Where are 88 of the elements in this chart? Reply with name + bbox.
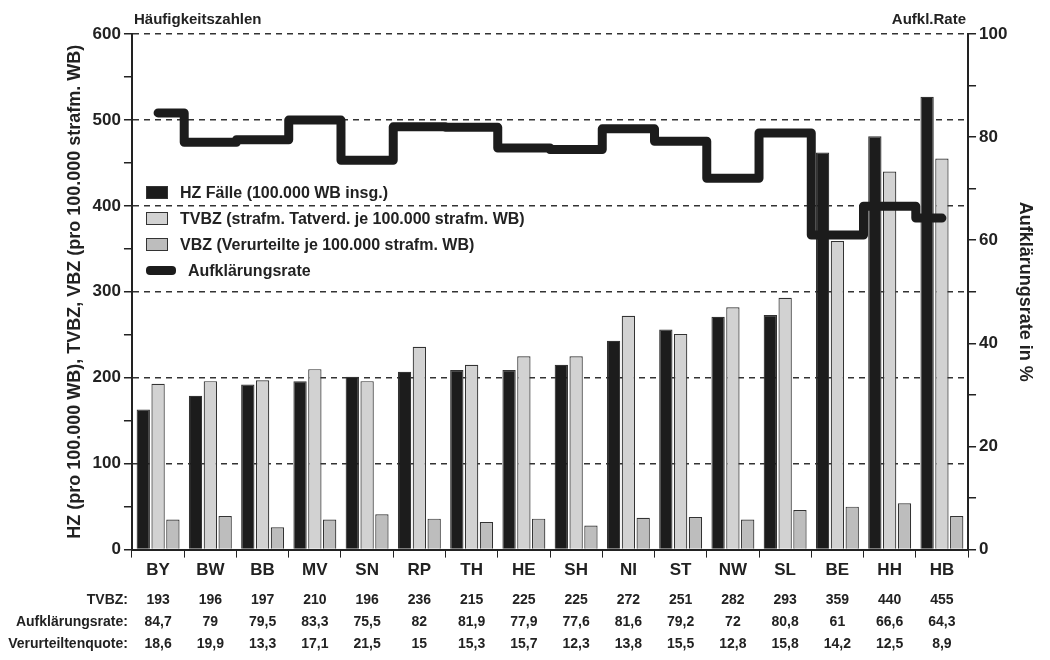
data-label: 64,3 <box>928 612 956 629</box>
x-tick-label: RP <box>407 560 432 580</box>
text: Aufkl.Rate <box>891 10 967 28</box>
data-label: 84,7 <box>144 612 172 629</box>
text: 15,5 <box>667 634 695 651</box>
data-label: 72 <box>725 612 741 629</box>
text: Häufigkeitszahlen <box>133 10 262 28</box>
x-tick-label: TH <box>460 560 483 580</box>
x-tick-label: SH <box>564 560 588 580</box>
data-label: 79 <box>202 612 219 629</box>
data-label: 83,3 <box>301 612 329 629</box>
text: TVBZ: <box>86 590 128 607</box>
data-label: 236 <box>407 590 432 607</box>
data-label: 196 <box>355 590 379 607</box>
data-label: 61 <box>829 612 846 629</box>
data-label: 215 <box>459 590 484 607</box>
text: 15 <box>411 634 428 651</box>
text: 13,3 <box>248 634 277 651</box>
y-tick-label: 200 <box>92 367 121 387</box>
y2-tick-label: 60 <box>979 229 998 249</box>
text: 17,1 <box>301 634 329 651</box>
data-label: 66,6 <box>876 612 904 629</box>
x-tick-label: NW <box>718 560 748 580</box>
text: 12,5 <box>876 634 904 651</box>
text: Aufklärungsrate: <box>15 612 128 629</box>
data-label: 225 <box>564 590 589 607</box>
data-label: 81,9 <box>457 612 486 629</box>
data-label: 79,2 <box>667 612 695 629</box>
y-tick-label: 400 <box>92 195 121 215</box>
y-tick-label: 500 <box>92 109 121 129</box>
text: 15,3 <box>457 634 486 651</box>
x-tick-label: BE <box>825 560 850 580</box>
data-label: 82 <box>411 612 428 629</box>
y2-axis-title: Aufklärungsrate in % <box>1016 201 1037 382</box>
x-tick-label: HE <box>512 560 536 580</box>
legend-label: HZ Fälle (100.000 WB insg.) <box>179 183 389 202</box>
data-label: 282 <box>721 590 745 607</box>
text: 15,8 <box>771 634 799 651</box>
y-tick-label: 600 <box>92 23 121 43</box>
text: 12,3 <box>562 634 590 651</box>
x-tick-label: BW <box>196 560 226 580</box>
y2-tick-label: 100 <box>979 23 1008 43</box>
legend-label: Aufklärungsrate <box>187 261 311 280</box>
x-tick-label: MV <box>302 560 329 580</box>
data-label: 75,5 <box>353 612 381 629</box>
data-label: 79,5 <box>248 612 277 629</box>
x-tick-label: NI <box>619 560 637 580</box>
data-label: 251 <box>668 590 693 607</box>
x-tick-label: HB <box>929 560 955 580</box>
text: 21,5 <box>353 634 381 651</box>
y2-tick-label: 0 <box>979 539 989 559</box>
data-label: 193 <box>146 590 170 607</box>
data-label: 440 <box>877 590 902 607</box>
text: 12,8 <box>719 634 747 651</box>
text: Verurteiltenquote: <box>8 634 128 651</box>
x-tick-label: ST <box>669 560 693 580</box>
text: 15,7 <box>510 634 538 651</box>
x-tick-label: BB <box>250 560 275 580</box>
y-tick-label: 0 <box>111 539 121 559</box>
data-label: 455 <box>930 590 954 607</box>
data-label: 210 <box>303 590 327 607</box>
x-tick-label: SL <box>774 560 797 580</box>
text: 18,6 <box>144 634 172 651</box>
data-label: 80,8 <box>771 612 799 629</box>
data-label: 77,9 <box>510 612 538 629</box>
data-label: 225 <box>512 590 536 607</box>
text: 14,2 <box>823 634 852 651</box>
y2-tick-label: 40 <box>979 333 998 353</box>
y-axis-title: HZ (pro 100.000 WB), TVBZ, VBZ (pro 100.000 strafm. WB) <box>63 44 84 539</box>
data-label: 197 <box>250 590 275 607</box>
y-tick-label: 300 <box>92 281 121 301</box>
data-label: 196 <box>198 590 223 607</box>
y2-tick-label: 80 <box>979 126 998 146</box>
text: 19,9 <box>196 634 225 651</box>
legend-label: TVBZ (strafm. Tatverd. je 100.000 strafm. WB) <box>179 209 525 228</box>
legend-label: VBZ (Verurteilte je 100.000 strafm. WB) <box>179 235 475 254</box>
x-tick-label: SN <box>355 560 379 580</box>
y2-tick-label: 20 <box>979 436 998 456</box>
data-label: 81,6 <box>614 612 643 629</box>
text: 13,8 <box>614 634 643 651</box>
x-tick-label: BY <box>146 560 171 580</box>
data-label: 359 <box>825 590 850 607</box>
data-label: 77,6 <box>562 612 590 629</box>
data-label: 272 <box>616 590 641 607</box>
y-tick-label: 100 <box>92 453 121 473</box>
text: 8,9 <box>932 634 952 651</box>
data-label: 293 <box>773 590 798 607</box>
x-tick-label: HH <box>877 560 902 580</box>
